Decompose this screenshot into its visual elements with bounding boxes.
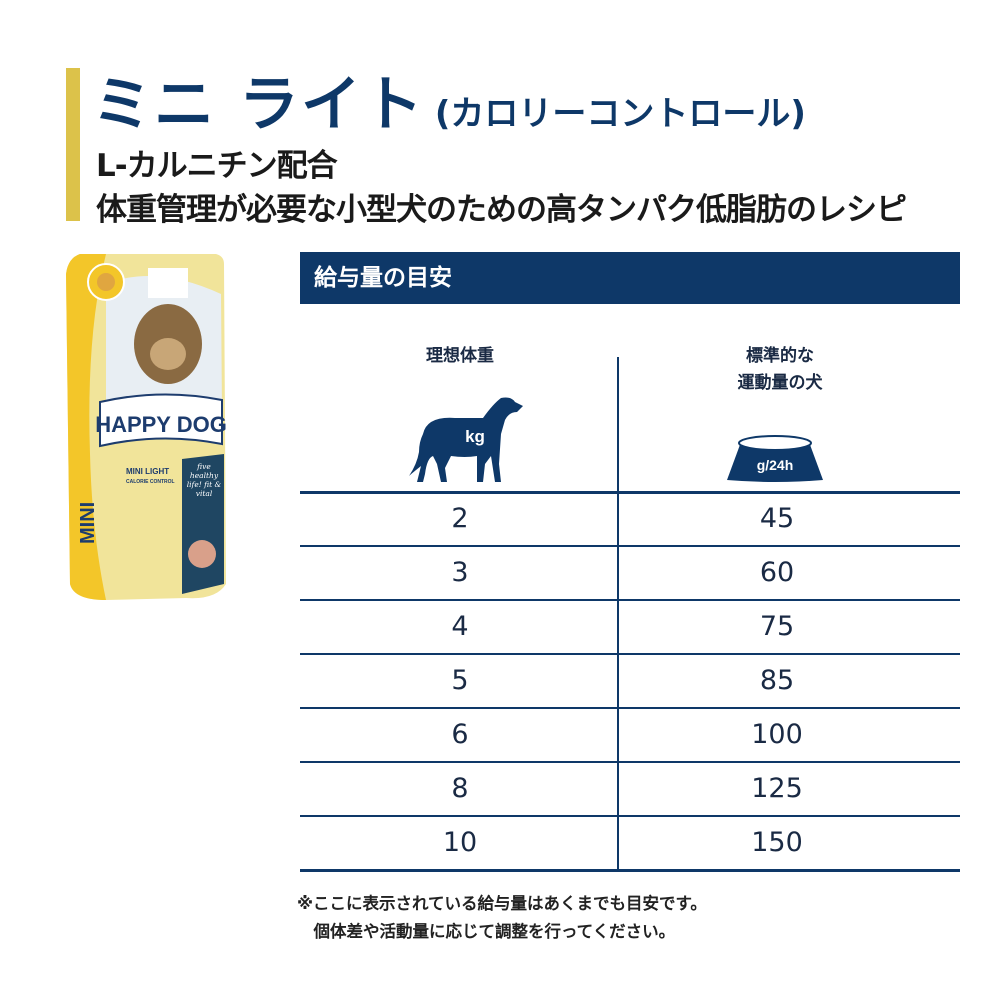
weight-cell: 4	[451, 611, 469, 642]
title-main: ミニ ライト	[92, 70, 425, 140]
weight-cell: 5	[451, 665, 469, 696]
bag-side-label: MINI	[77, 502, 99, 544]
row-rule	[300, 707, 960, 709]
amount-cell: 45	[759, 503, 795, 534]
amount-cell: 100	[751, 719, 803, 750]
col-header-amount-2: 運動量の犬	[737, 373, 823, 393]
page-title: ミニ ライト (カロリーコントロール)	[92, 56, 806, 143]
col-header-weight: 理想体重	[426, 346, 494, 366]
food-bowl-icon: g/24h	[727, 435, 823, 482]
footnote-line-1: ※ここに表示されている給与量はあくまでも目安です。	[297, 894, 707, 913]
feeding-guide-header: 給与量の目安	[300, 252, 960, 304]
row-rule	[300, 599, 960, 601]
subtitle-line-1: L-カルニチン配合	[96, 148, 338, 184]
table-header-rule	[300, 491, 960, 494]
amount-cell: 150	[751, 827, 803, 858]
amount-cell: 125	[751, 773, 803, 804]
amount-cell: 75	[759, 611, 795, 642]
dog-icon: kg	[409, 397, 523, 482]
amount-cell: 60	[759, 557, 795, 588]
weight-cell: 10	[442, 827, 478, 858]
weight-cell: 3	[451, 557, 469, 588]
row-rule	[300, 869, 960, 872]
col-header-amount-1: 標準的な	[746, 346, 814, 366]
weight-unit: kg	[465, 427, 485, 446]
bag-brand-logo: HAPPY DOG	[95, 412, 226, 437]
bag-variant: CALORIE CONTROL	[126, 479, 175, 485]
amount-cell: 85	[759, 665, 795, 696]
row-rule	[300, 545, 960, 547]
amount-unit: g/24h	[757, 457, 794, 473]
row-rule	[300, 761, 960, 763]
bag-product-name: MINI LIGHT	[126, 467, 169, 476]
row-rule	[300, 815, 960, 817]
footnote-line-2: 個体差や活動量に応じて調整を行ってください。	[297, 922, 676, 941]
subtitle-line-2: 体重管理が必要な小型犬のための高タンパク低脂肪のレシピ	[96, 192, 907, 228]
product-bag-image: HAPPY DOG MINI LIGHT CALORIE CONTROL MIN…	[66, 254, 226, 600]
weight-cell: 8	[451, 773, 469, 804]
title-paren: (カロリーコントロール)	[434, 94, 806, 134]
weight-cell: 6	[451, 719, 469, 750]
column-divider	[617, 357, 619, 870]
row-rule	[300, 653, 960, 655]
bag-badge-text: five healthy life! fit & vital	[186, 462, 222, 498]
weight-cell: 2	[451, 503, 469, 534]
accent-bar	[66, 68, 80, 221]
